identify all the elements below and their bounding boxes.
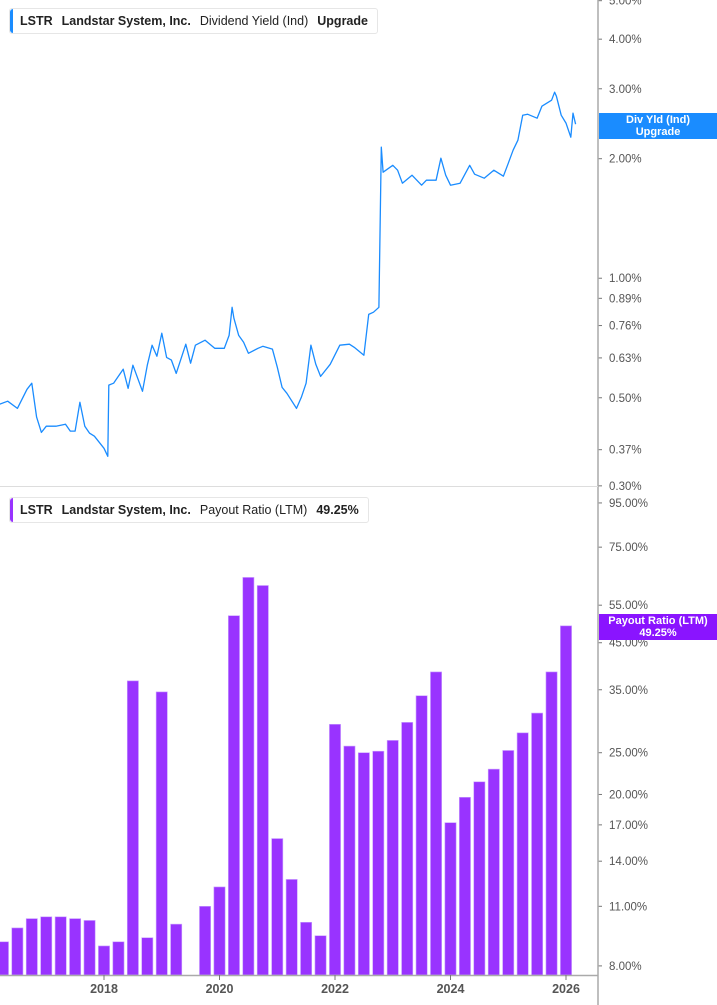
payout-ratio-pane — [0, 577, 572, 976]
payout-ratio-bar — [228, 615, 240, 976]
payout-ratio-bar — [112, 941, 125, 976]
y-tick-label: 95.00% — [609, 498, 648, 510]
payout-ratio-bar — [256, 585, 269, 976]
payout-ratio-bar — [329, 723, 341, 976]
y-tick-label: 0.63% — [609, 353, 642, 365]
payout-ratio-bar — [155, 691, 168, 976]
tag-line-2: Upgrade — [635, 126, 681, 138]
y-tick-label: 4.00% — [609, 34, 642, 46]
y-tick-label: 2.00% — [609, 154, 642, 166]
payout-ratio-bar — [386, 740, 399, 976]
x-tick-label: 2026 — [552, 982, 580, 996]
payout-ratio-bar — [343, 745, 356, 976]
legend-metric: Payout Ratio (LTM) — [199, 503, 308, 517]
y-tick-label: 0.89% — [609, 293, 642, 305]
payout-ratio-bar — [98, 945, 110, 976]
payout-ratio-bar — [40, 916, 53, 976]
payout-ratio-bar — [430, 671, 442, 976]
y-tick-label: 0.50% — [609, 393, 642, 405]
legend-value-upgrade-link[interactable]: Upgrade — [317, 14, 368, 28]
y-tick-label: 11.00% — [609, 901, 647, 913]
dividend-yield-legend: LSTR Landstar System, Inc. Dividend Yiel… — [9, 8, 378, 34]
payout-ratio-bar — [271, 838, 284, 976]
payout-ratio-bar — [401, 722, 414, 976]
payout-ratio-bar — [560, 625, 572, 976]
payout-ratio-bar — [444, 822, 457, 976]
y-tick-label: 17.00% — [609, 820, 648, 832]
payout-ratio-bar — [516, 732, 529, 976]
payout-ratio-bar — [502, 750, 515, 976]
dividend-yield-axis-tag: Div Yld (Ind) Upgrade — [599, 113, 717, 139]
series-color-marker — [10, 498, 13, 522]
payout-ratio-bar — [415, 695, 428, 976]
y-tick-label: 55.00% — [609, 600, 648, 612]
payout-ratio-bar — [372, 750, 385, 976]
payout-ratio-bar — [69, 918, 82, 976]
payout-ratio-bar — [126, 680, 139, 976]
axes: 5.00% 4.00% 3.00% 2.00% 1.00% 0.89% 0.76% 0.63%… — [0, 0, 648, 1005]
tag-line-2: 49.25% — [639, 627, 677, 639]
payout-ratio-bar — [0, 941, 9, 976]
y-tick-label: 0.37% — [609, 445, 642, 457]
payout-ratio-bar — [54, 916, 67, 976]
x-tick-label: 2018 — [90, 982, 118, 996]
payout-ratio-axis-tag: Payout Ratio (LTM) 49.25% — [599, 614, 717, 640]
payout-ratio-bar — [531, 712, 544, 976]
legend-company: Landstar System, Inc. — [61, 503, 191, 517]
payout-ratio-bar — [357, 752, 370, 976]
legend-metric: Dividend Yield (Ind) — [199, 14, 309, 28]
y-tick-label: 0.30% — [609, 481, 642, 493]
payout-ratio-bar — [242, 577, 255, 976]
payout-ratio-bar — [487, 768, 500, 976]
y-tick-label: 1.00% — [609, 273, 642, 285]
y-tick-label: 0.76% — [609, 321, 642, 333]
x-tick-label: 2020 — [206, 982, 234, 996]
y-tick-label: 5.00% — [609, 0, 642, 8]
y-tick-label: 75.00% — [609, 542, 648, 554]
payout-ratio-bar — [459, 796, 471, 976]
payout-ratio-bar — [199, 906, 211, 976]
y-tick-label: 14.00% — [609, 856, 648, 868]
x-tick-label: 2024 — [437, 982, 465, 996]
legend-ticker: LSTR — [20, 503, 53, 517]
legend-ticker: LSTR — [20, 14, 53, 28]
payout-ratio-bar — [285, 879, 298, 976]
tag-line-1: Div Yld (Ind) — [626, 114, 690, 126]
legend-company: Landstar System, Inc. — [61, 14, 191, 28]
dividend-yield-line — [0, 91, 577, 457]
payout-ratio-bar — [213, 886, 226, 976]
payout-ratio-bar — [314, 935, 327, 976]
x-tick-label: 2022 — [321, 982, 349, 996]
payout-ratio-bar — [170, 923, 183, 976]
payout-ratio-bar — [11, 927, 24, 976]
y-tick-label: 45.00% — [609, 638, 648, 650]
payout-ratio-bar — [25, 918, 38, 976]
payout-ratio-legend: LSTR Landstar System, Inc. Payout Ratio … — [9, 497, 369, 523]
y-tick-label: 20.00% — [609, 789, 648, 801]
y-tick-label: 25.00% — [609, 748, 648, 760]
tag-line-1: Payout Ratio (LTM) — [608, 615, 708, 627]
payout-ratio-bar — [83, 920, 96, 976]
payout-ratio-bar — [473, 781, 486, 976]
payout-ratio-bar — [545, 671, 558, 976]
payout-ratio-bar — [300, 921, 313, 976]
y-tick-label: 35.00% — [609, 685, 648, 697]
y-tick-label: 3.00% — [609, 84, 642, 96]
dividend-yield-pane — [0, 91, 577, 457]
payout-ratio-bar — [141, 937, 154, 976]
y-tick-label: 8.00% — [609, 961, 642, 973]
series-color-marker — [10, 9, 13, 33]
legend-value: 49.25% — [316, 503, 359, 517]
